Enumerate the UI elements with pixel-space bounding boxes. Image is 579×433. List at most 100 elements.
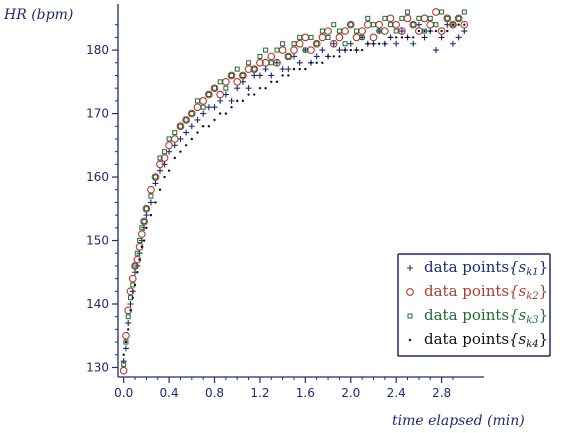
legend-entry-3: data points {sk3} [407,306,548,326]
data-point-plus [461,28,468,35]
legend-symbol: {sk2} [509,282,548,302]
data-point-dot [184,144,188,147]
data-point-circle [363,20,372,29]
data-point-plus [393,40,400,47]
x-axis-label: time elapsed (min) [392,413,525,429]
data-point-plus [449,40,456,47]
data-point-dot [196,131,199,134]
data-point-square [353,28,359,34]
data-point-square [143,206,149,212]
data-point-circle [295,39,304,48]
data-point-dot [463,23,466,26]
series-3 [121,9,467,367]
data-point-square [257,53,263,59]
data-point-square [217,79,223,85]
data-point-square [291,41,297,47]
data-point-circle [210,84,219,93]
data-point-square [166,136,172,142]
x-tick-label: 2.4 [387,386,406,400]
data-point-dot [304,67,307,71]
data-point-square [177,123,183,129]
data-point-plus [217,97,224,104]
data-point-plus [161,161,168,168]
y-tick-label: 170 [86,107,109,121]
data-point-square [416,15,422,21]
data-point-dot [408,338,412,342]
data-point-square [274,47,280,53]
data-point-dot [377,42,381,45]
y-tick-label: 140 [86,297,109,311]
data-point-circle [227,71,236,80]
data-point-square [376,28,382,34]
data-point-circle [290,46,298,54]
data-point-circle [151,173,160,181]
data-point-plus [296,59,303,66]
data-point-circle [278,46,287,54]
data-point-dot [451,23,455,26]
data-point-square [157,155,163,161]
data-point-circle [369,33,378,42]
data-point-circle [204,90,213,99]
data-point-square [234,66,240,72]
legend-symbol: {sk1} [509,258,548,278]
data-point-dot [142,239,146,242]
x-tick-label: 0.4 [160,386,179,400]
data-point-square [137,238,143,244]
data-point-square [189,111,195,117]
y-tick-label: 160 [86,170,109,184]
data-point-circle [460,20,469,29]
data-point-dot [349,48,352,52]
data-point-circle [119,366,128,375]
data-point-plus [211,104,218,111]
data-point-plus [194,116,201,123]
data-point-circle [406,288,414,296]
legend-label: data points [424,330,509,348]
data-point-square [134,250,140,256]
data-point-dot [372,42,375,45]
data-point-circle [307,46,315,54]
data-point-dot [275,80,279,84]
data-points [119,8,469,375]
data-point-square [370,22,376,28]
data-point-dot [321,61,324,64]
data-point-dot [298,67,301,71]
data-point-circle [250,65,259,73]
data-point-circle [358,27,366,35]
data-point-plus [432,47,439,54]
data-point-square [302,47,308,53]
data-point-square [212,85,218,91]
data-point-dot [138,258,141,261]
data-point-square [456,15,462,21]
data-point-circle [122,331,130,340]
data-point-plus [205,104,212,111]
data-point-plus [125,320,132,327]
data-point-square [325,34,331,40]
data-point-square [444,15,450,21]
data-point-dot [154,201,157,204]
data-point-dot [287,74,290,77]
data-point-circle [216,90,225,99]
data-point-circle [256,58,264,67]
data-point-circle [443,14,452,23]
data-point-plus [336,47,343,54]
data-point-plus [319,47,326,54]
data-point-plus [407,265,413,271]
data-point-square [285,53,291,59]
data-point-circle [318,33,327,42]
data-point-plus [234,85,241,92]
data-point-square [223,85,229,91]
data-point-square [297,34,303,40]
data-point-circle [193,103,202,112]
data-point-dot [423,29,426,33]
data-point-square [359,34,365,40]
data-point-plus [262,66,269,73]
data-point-dot [355,48,358,52]
y-tick-label: 180 [86,43,109,57]
data-point-dot [434,29,438,33]
data-point-plus [285,66,292,73]
data-point-square [410,22,416,28]
data-point-dot [429,29,432,33]
data-point-plus [410,40,417,47]
data-point-dot [201,125,205,128]
data-point-dot [133,283,137,287]
